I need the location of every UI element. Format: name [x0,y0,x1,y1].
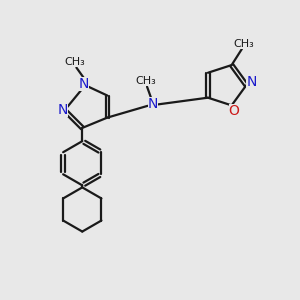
Text: N: N [79,77,89,91]
Text: CH₃: CH₃ [135,76,156,86]
Text: CH₃: CH₃ [64,57,85,67]
Text: O: O [229,104,239,118]
Text: CH₃: CH₃ [233,39,254,49]
Text: N: N [148,98,158,111]
Text: N: N [58,103,68,117]
Text: N: N [246,75,257,89]
